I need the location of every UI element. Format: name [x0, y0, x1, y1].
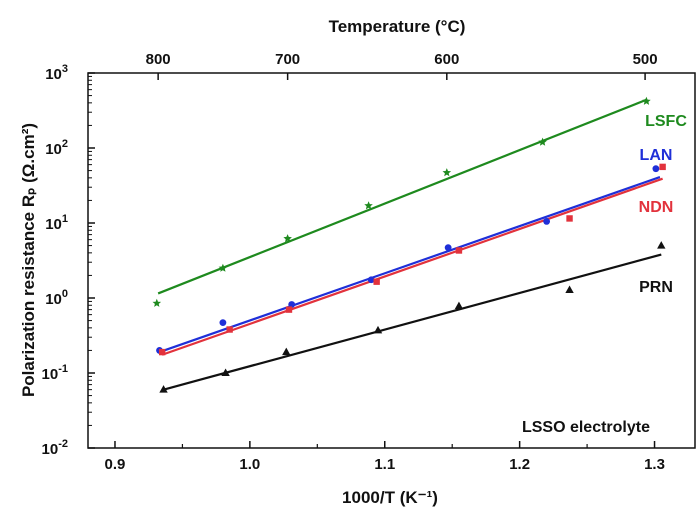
star-marker — [442, 168, 452, 177]
series-label-lsfc: LSFC — [645, 113, 687, 130]
triangle-marker — [282, 347, 291, 356]
y-tick-label: 103 — [45, 63, 68, 83]
star-marker — [152, 298, 162, 307]
star-marker — [283, 234, 292, 243]
circle-marker — [444, 244, 452, 251]
label-layer: 0.9 1.0 1.1 1.2 1.3 800 700 600 500 10-2 10-1 100 10… — [42, 51, 688, 473]
square-marker — [226, 326, 233, 333]
top-tick-label: 700 — [275, 51, 300, 68]
triangle-marker — [159, 385, 168, 393]
top-tick-label: 800 — [146, 51, 171, 68]
y-tick-label: 102 — [45, 138, 68, 158]
top-tick-label: 500 — [633, 51, 658, 68]
y-tick-label: 100 — [45, 288, 68, 308]
fit-line-prn — [163, 253, 662, 391]
y-tick-label: 10-1 — [42, 363, 68, 383]
square-marker — [158, 348, 166, 356]
x-tick-label: 1.2 — [509, 456, 530, 473]
square-marker — [285, 306, 293, 313]
fit-line-ndn — [161, 177, 663, 356]
triangle-marker — [565, 285, 574, 293]
star-marker — [218, 263, 228, 272]
marker-layer — [152, 96, 666, 393]
circle-marker — [652, 165, 660, 173]
x-tick-label: 0.9 — [105, 456, 126, 473]
fit-line-lan — [159, 176, 661, 354]
triangle-marker — [221, 368, 230, 376]
series-label-ndn: NDN — [639, 199, 674, 216]
star-marker — [364, 201, 373, 210]
x-axis-title: 1000/T (K⁻¹) — [342, 488, 438, 507]
triangle-marker — [373, 325, 383, 334]
x-tick-label: 1.0 — [239, 456, 260, 473]
tick-layer — [88, 72, 656, 449]
triangle-marker — [657, 241, 666, 249]
fit-line-lsfc — [157, 98, 647, 295]
y-tick-label: 10-2 — [42, 438, 68, 458]
square-marker — [455, 247, 463, 254]
circle-marker — [219, 319, 227, 326]
square-marker — [659, 163, 666, 171]
fit-line-layer — [157, 98, 663, 391]
y-tick-label: 101 — [45, 213, 68, 233]
circle-marker — [367, 276, 375, 284]
x-tick-label: 1.3 — [644, 456, 665, 473]
plot-frame — [87, 72, 696, 449]
series-label-prn: PRN — [639, 279, 673, 296]
star-marker — [642, 96, 651, 105]
square-marker — [373, 278, 380, 285]
top-tick-label: 600 — [434, 51, 459, 68]
top-axis-title: Temperature (°C) — [329, 17, 466, 36]
series-label-lan: LAN — [640, 147, 673, 164]
circle-marker — [543, 218, 551, 225]
square-marker — [566, 215, 573, 222]
electrolyte-annotation: LSSO electrolyte — [522, 419, 650, 436]
y-axis-title: Polarization resistance Rₚ (Ω.cm²) — [19, 123, 38, 397]
star-marker — [538, 137, 547, 146]
circle-marker — [288, 301, 296, 308]
triangle-marker — [454, 301, 464, 310]
x-tick-label: 1.1 — [374, 456, 395, 473]
